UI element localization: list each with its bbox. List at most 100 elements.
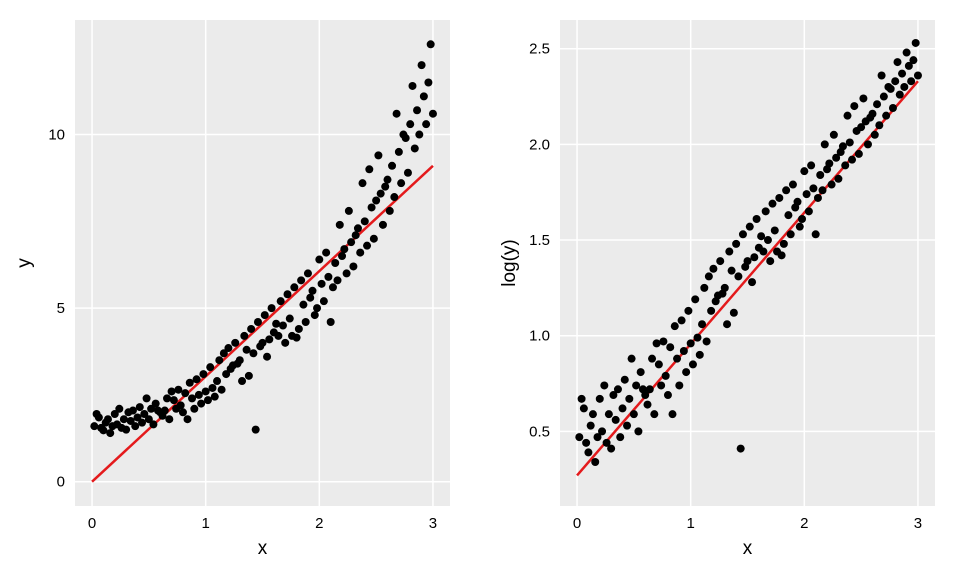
point <box>311 311 319 319</box>
point <box>584 448 592 456</box>
point <box>825 160 833 168</box>
point <box>224 344 232 352</box>
point <box>582 439 590 447</box>
panel-right: 0123x0.51.01.52.02.5log(y) <box>499 20 935 559</box>
point <box>669 410 677 418</box>
point <box>174 386 182 394</box>
point <box>809 184 817 192</box>
point <box>272 320 280 328</box>
point <box>374 151 382 159</box>
point <box>637 368 645 376</box>
point <box>329 283 337 291</box>
point <box>365 165 373 173</box>
point <box>306 294 314 302</box>
point <box>343 269 351 277</box>
point <box>894 58 902 66</box>
point <box>596 395 604 403</box>
point <box>254 318 262 326</box>
point <box>614 385 622 393</box>
point <box>739 230 747 238</box>
point <box>363 242 371 250</box>
point <box>762 207 770 215</box>
point <box>796 223 804 231</box>
x-tick-label: 1 <box>687 515 695 532</box>
point <box>819 186 827 194</box>
point <box>664 391 672 399</box>
point <box>370 235 378 243</box>
point <box>605 410 613 418</box>
point <box>197 400 205 408</box>
point <box>844 112 852 120</box>
x-axis-title: x <box>743 538 753 559</box>
point <box>90 422 98 430</box>
point <box>347 238 355 246</box>
point <box>725 248 733 256</box>
point <box>138 419 146 427</box>
point <box>106 429 114 437</box>
point <box>696 351 704 359</box>
y-tick-label: 2.0 <box>529 136 550 153</box>
point <box>315 256 323 264</box>
point <box>349 262 357 270</box>
point <box>120 415 128 423</box>
y-axis: 0510 <box>48 127 65 491</box>
point <box>898 70 906 78</box>
point <box>309 287 317 295</box>
point <box>409 82 417 90</box>
point <box>900 83 908 91</box>
point <box>794 198 802 206</box>
point <box>202 387 210 395</box>
point <box>803 190 811 198</box>
point <box>914 71 922 79</box>
point <box>644 401 652 409</box>
x-axis-title: x <box>258 538 268 559</box>
point <box>354 224 362 232</box>
point <box>247 325 255 333</box>
point <box>800 167 808 175</box>
point <box>136 403 144 411</box>
point <box>653 339 661 347</box>
point <box>737 445 745 453</box>
point <box>707 307 715 315</box>
point <box>122 426 130 434</box>
point <box>165 415 173 423</box>
point <box>748 278 756 286</box>
point <box>759 248 767 256</box>
point <box>181 389 189 397</box>
point <box>331 259 339 267</box>
point <box>816 171 824 179</box>
x-tick-label: 2 <box>315 515 323 532</box>
point <box>356 249 364 257</box>
point <box>209 384 217 392</box>
point <box>812 230 820 238</box>
point <box>427 40 435 48</box>
x-tick-label: 1 <box>202 515 210 532</box>
point <box>195 391 203 399</box>
point <box>848 156 856 164</box>
point <box>619 404 627 412</box>
point <box>734 272 742 280</box>
point <box>896 91 904 99</box>
point <box>204 396 212 404</box>
point <box>882 112 890 120</box>
point <box>655 360 663 368</box>
point <box>286 315 294 323</box>
point <box>188 394 196 402</box>
point <box>381 183 389 191</box>
x-tick-label: 3 <box>429 515 437 532</box>
point <box>616 433 624 441</box>
point <box>780 240 788 248</box>
point <box>186 379 194 387</box>
point <box>880 93 888 101</box>
point <box>395 148 403 156</box>
point <box>657 381 665 389</box>
y-tick-label: 1.0 <box>529 328 550 345</box>
point <box>377 190 385 198</box>
point <box>700 284 708 292</box>
point <box>591 458 599 466</box>
point <box>297 276 305 284</box>
point <box>580 404 588 412</box>
point <box>163 394 171 402</box>
point <box>830 131 838 139</box>
point <box>621 376 629 384</box>
